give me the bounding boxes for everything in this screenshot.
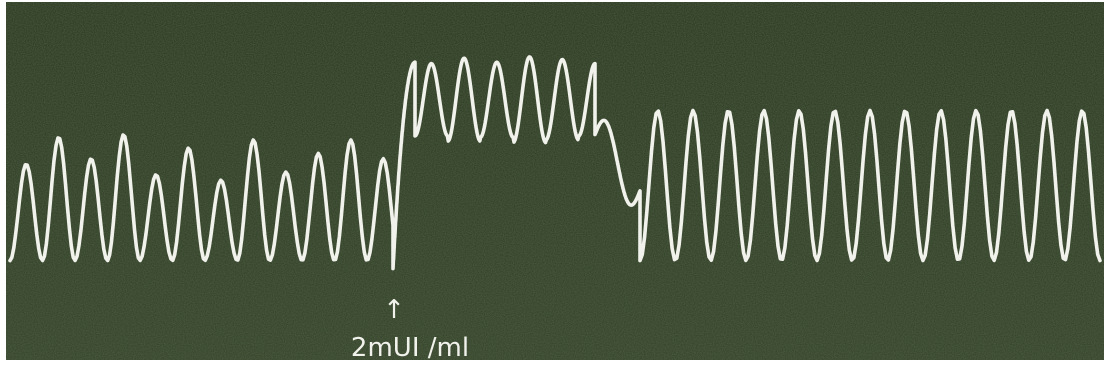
injection-arrow: ↑ — [383, 295, 405, 325]
dose-label: 2mUI /ml — [351, 333, 469, 363]
plot-texture — [6, 2, 1104, 360]
oscillation-trace — [8, 55, 1102, 271]
